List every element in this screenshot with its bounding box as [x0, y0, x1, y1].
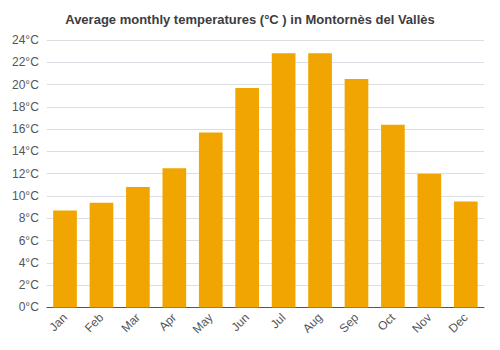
svg-text:Mar: Mar [118, 311, 143, 335]
svg-text:May: May [190, 311, 216, 337]
svg-text:Jan: Jan [46, 311, 70, 335]
svg-text:Average monthly temperatures (: Average monthly temperatures (°C ) in Mo… [65, 12, 435, 27]
svg-text:Dec: Dec [446, 311, 471, 336]
svg-text:Sep: Sep [336, 310, 361, 335]
svg-text:14°C: 14°C [12, 144, 39, 158]
svg-text:Aug: Aug [300, 311, 325, 336]
svg-text:10°C: 10°C [12, 189, 39, 203]
svg-text:2°C: 2°C [19, 278, 39, 292]
svg-text:20°C: 20°C [12, 78, 39, 92]
svg-text:Oct: Oct [375, 310, 399, 334]
svg-text:22°C: 22°C [12, 55, 39, 69]
svg-text:Jun: Jun [229, 311, 253, 335]
svg-text:8°C: 8°C [19, 211, 39, 225]
svg-text:Feb: Feb [82, 310, 107, 335]
svg-text:18°C: 18°C [12, 100, 39, 114]
svg-text:4°C: 4°C [19, 256, 39, 270]
svg-text:Apr: Apr [156, 311, 179, 334]
svg-text:Jul: Jul [268, 311, 289, 332]
svg-text:16°C: 16°C [12, 122, 39, 136]
svg-text:24°C: 24°C [12, 33, 39, 47]
svg-text:12°C: 12°C [12, 167, 39, 181]
svg-text:0°C: 0°C [19, 300, 39, 314]
svg-text:Nov: Nov [409, 311, 434, 336]
svg-text:6°C: 6°C [19, 234, 39, 248]
